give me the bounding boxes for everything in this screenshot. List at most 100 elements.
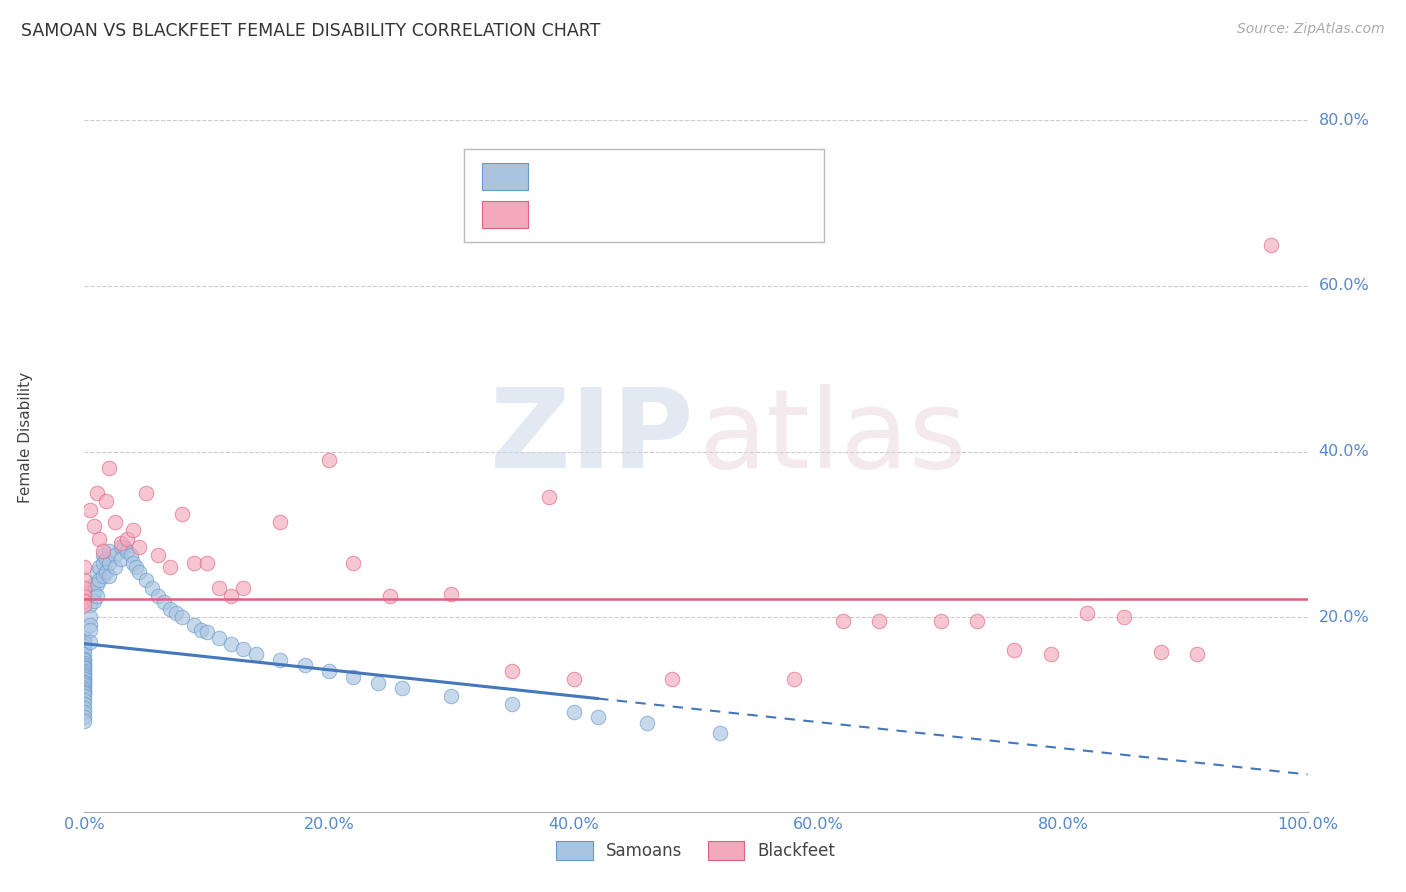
Point bbox=[195, 625, 218, 640]
Point bbox=[87, 532, 110, 546]
Point bbox=[294, 658, 316, 673]
Text: 60.0%: 60.0% bbox=[1319, 278, 1369, 293]
Point bbox=[342, 670, 364, 684]
Point bbox=[122, 523, 145, 537]
Point bbox=[73, 573, 96, 587]
Point bbox=[97, 461, 120, 475]
Point bbox=[110, 540, 132, 554]
Text: R = -0.236   N = 87: R = -0.236 N = 87 bbox=[543, 168, 733, 186]
Point bbox=[1150, 645, 1173, 659]
Point bbox=[83, 585, 105, 599]
Point bbox=[104, 560, 127, 574]
Point bbox=[502, 697, 524, 711]
Point bbox=[73, 697, 96, 711]
Point bbox=[159, 560, 181, 574]
Point bbox=[538, 490, 561, 504]
Point bbox=[91, 548, 114, 562]
Text: SAMOAN VS BLACKFEET FEMALE DISABILITY CORRELATION CHART: SAMOAN VS BLACKFEET FEMALE DISABILITY CO… bbox=[21, 22, 600, 40]
Point bbox=[128, 540, 150, 554]
Point bbox=[73, 643, 96, 657]
FancyBboxPatch shape bbox=[482, 201, 529, 228]
Point bbox=[1114, 610, 1136, 624]
Point bbox=[709, 726, 731, 740]
Point bbox=[73, 666, 96, 681]
Point bbox=[96, 494, 118, 508]
Point bbox=[79, 618, 101, 632]
Text: R =  0.011   N = 48: R = 0.011 N = 48 bbox=[543, 205, 733, 223]
Point bbox=[104, 548, 127, 562]
Text: Female Disability: Female Disability bbox=[18, 371, 34, 503]
Point bbox=[73, 668, 96, 682]
Point bbox=[73, 581, 96, 595]
Point bbox=[380, 590, 402, 604]
Point bbox=[73, 684, 96, 698]
Point bbox=[208, 631, 231, 645]
Point bbox=[135, 573, 157, 587]
Point bbox=[73, 676, 96, 690]
Point bbox=[73, 701, 96, 715]
Text: 40.0%: 40.0% bbox=[1319, 444, 1369, 459]
Point bbox=[269, 653, 291, 667]
Point bbox=[73, 598, 96, 612]
Point bbox=[208, 581, 231, 595]
Point bbox=[73, 661, 96, 675]
Point bbox=[97, 568, 120, 582]
Text: 80.0%: 80.0% bbox=[1319, 113, 1369, 128]
Point bbox=[183, 618, 205, 632]
Point bbox=[440, 689, 463, 703]
Point bbox=[73, 631, 96, 645]
Point bbox=[79, 635, 101, 649]
Point bbox=[110, 535, 132, 549]
Point bbox=[91, 568, 114, 582]
Point bbox=[73, 658, 96, 673]
Point bbox=[87, 573, 110, 587]
Point bbox=[318, 664, 340, 678]
Point bbox=[190, 623, 212, 637]
Point bbox=[86, 565, 108, 579]
Point bbox=[367, 676, 389, 690]
Point bbox=[146, 590, 169, 604]
Point bbox=[141, 581, 163, 595]
Point bbox=[1260, 237, 1282, 252]
Point bbox=[73, 593, 96, 607]
Text: ZIP: ZIP bbox=[491, 384, 693, 491]
Point bbox=[73, 648, 96, 662]
Point bbox=[562, 706, 585, 720]
Point bbox=[73, 678, 96, 692]
Point bbox=[115, 532, 138, 546]
Point bbox=[79, 502, 101, 516]
Point bbox=[104, 515, 127, 529]
Point bbox=[73, 689, 96, 703]
FancyBboxPatch shape bbox=[464, 149, 824, 243]
Point bbox=[86, 577, 108, 591]
Point bbox=[73, 651, 96, 665]
Point bbox=[135, 486, 157, 500]
Point bbox=[146, 548, 169, 562]
Point bbox=[86, 486, 108, 500]
Point bbox=[73, 672, 96, 686]
Point bbox=[232, 581, 254, 595]
Point bbox=[97, 544, 120, 558]
Point bbox=[153, 595, 176, 609]
Point bbox=[73, 714, 96, 728]
Point bbox=[73, 686, 96, 700]
Point bbox=[115, 544, 138, 558]
Point bbox=[869, 615, 891, 629]
Point bbox=[110, 552, 132, 566]
Text: atlas: atlas bbox=[699, 384, 967, 491]
Point bbox=[245, 648, 267, 662]
Point bbox=[97, 557, 120, 571]
Point bbox=[195, 557, 218, 571]
Point bbox=[96, 565, 118, 579]
Point bbox=[73, 653, 96, 667]
Point bbox=[172, 507, 194, 521]
Point bbox=[929, 615, 952, 629]
Point bbox=[125, 560, 148, 574]
Point bbox=[318, 453, 340, 467]
Point bbox=[91, 557, 114, 571]
Text: Source: ZipAtlas.com: Source: ZipAtlas.com bbox=[1237, 22, 1385, 37]
Point bbox=[1076, 606, 1098, 620]
Point bbox=[73, 639, 96, 653]
Point bbox=[112, 540, 135, 554]
Point bbox=[73, 590, 96, 604]
